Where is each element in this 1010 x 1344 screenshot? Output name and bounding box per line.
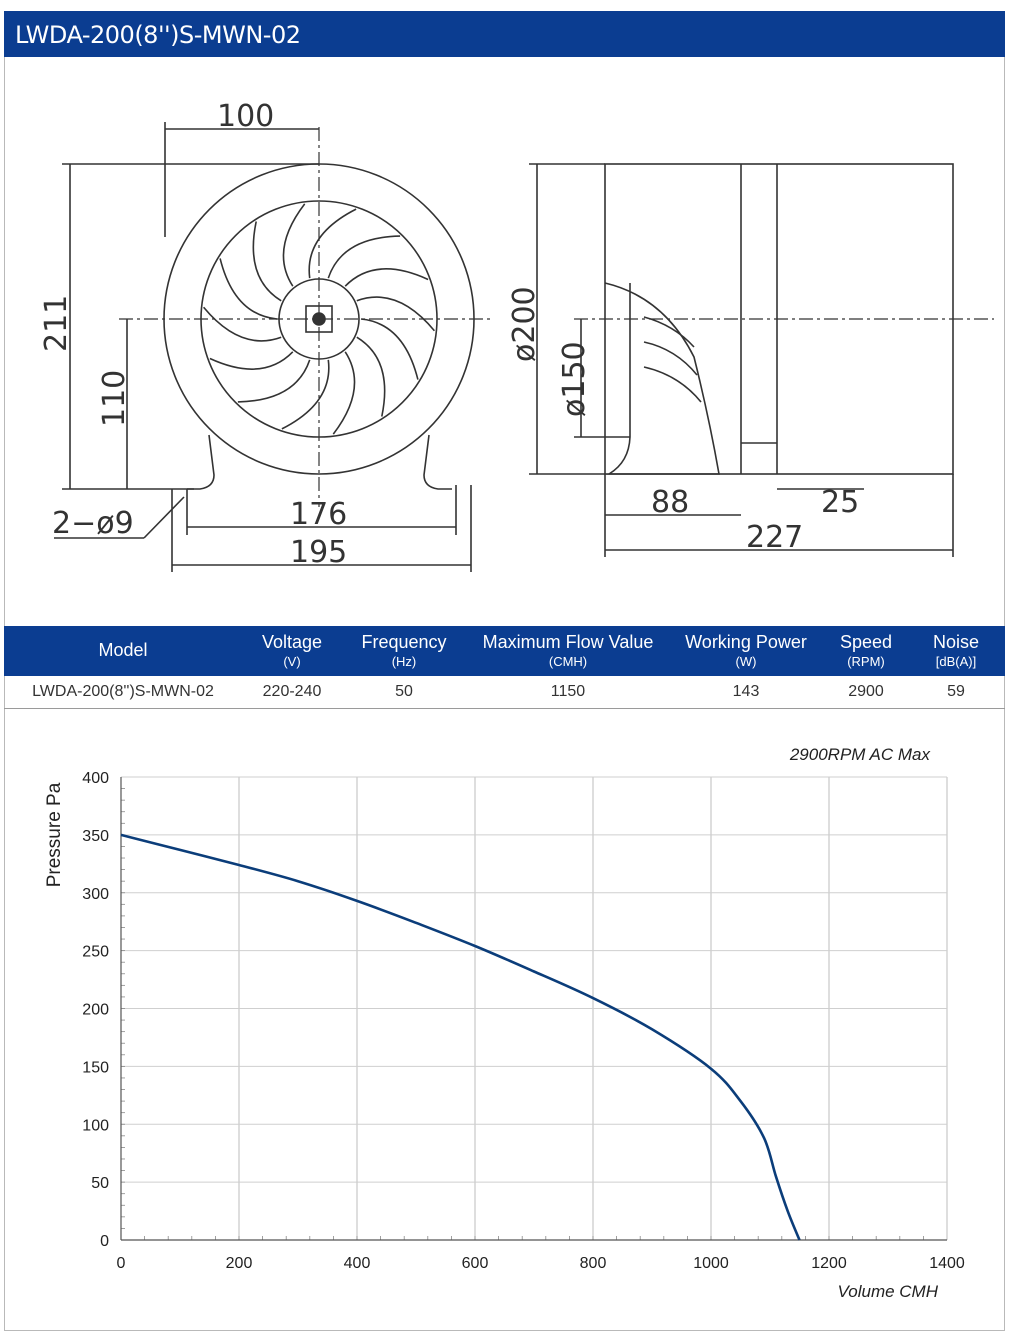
impeller-blade [344, 268, 429, 287]
x-axis-label: Volume CMH [838, 1282, 939, 1301]
impeller-blade [237, 359, 311, 403]
impeller-blade [356, 296, 436, 332]
page-title: LWDA-200(8'')S-MWN-02 [15, 21, 301, 49]
col-max-flow: Maximum Flow Value (CMH) [466, 626, 670, 676]
impeller-blade [209, 351, 294, 370]
front-foot-right [423, 434, 452, 490]
x-tick-label: 600 [462, 1255, 489, 1272]
col-label: Speed [839, 632, 893, 652]
y-tick-label: 250 [82, 944, 109, 961]
x-tick-label: 200 [226, 1255, 253, 1272]
side-housing [604, 163, 954, 475]
side-impeller [604, 282, 720, 475]
impeller-blade [252, 221, 282, 302]
dim-label-25: 25 [821, 485, 859, 520]
x-tick-label: 0 [117, 1255, 126, 1272]
col-label: Maximum Flow Value [482, 632, 654, 652]
col-label: Model [98, 640, 148, 660]
cell-noise: 59 [947, 683, 965, 700]
impeller-blade [360, 318, 419, 380]
col-noise: Noise [dB(A)] [910, 626, 1002, 676]
dim-label-195: 195 [290, 535, 347, 570]
col-unit: (CMH) [548, 654, 588, 669]
x-tick-label: 400 [344, 1255, 371, 1272]
impeller-blade [219, 258, 278, 320]
col-unit: (W) [735, 654, 757, 669]
dimension-drawing: 100 211 110 2−ø9 176 195 ø200 ø150 88 25… [39, 99, 994, 572]
dim-line [143, 496, 185, 539]
x-tick-labels: 0 200 400 600 800 1000 1200 1400 [117, 1255, 965, 1272]
dim-label-110: 110 [97, 370, 132, 427]
y-tick-label: 400 [82, 770, 109, 787]
chart-grid [121, 776, 948, 1240]
y-tick-label: 200 [82, 1002, 109, 1019]
dim-label-100: 100 [217, 99, 274, 134]
cell-frequency: 50 [395, 683, 413, 700]
cell-model: LWDA-200(8'')S-MWN-02 [32, 683, 214, 700]
y-tick-labels: 0 50 100 150 200 250 300 350 400 [82, 770, 109, 1250]
impeller-blade [282, 203, 306, 287]
spec-table: Model Voltage (V) Frequency (Hz) Maximum… [4, 626, 1005, 709]
dim-label-phi200: ø200 [507, 286, 542, 362]
y-tick-label: 350 [82, 828, 109, 845]
y-tick-label: 50 [91, 1175, 109, 1192]
spec-table-header: Model Voltage (V) Frequency (Hz) Maximum… [4, 626, 1005, 676]
chart-minor-ticks [121, 788, 924, 1240]
y-axis-label: Pressure Pa [44, 782, 65, 887]
cell-working-power: 143 [732, 683, 760, 700]
col-label: Noise [932, 632, 980, 652]
y-tick-label: 0 [100, 1233, 109, 1250]
dim-label-2-phi9: 2−ø9 [52, 506, 134, 541]
dim-label-211: 211 [39, 295, 74, 352]
impeller-blade [356, 336, 386, 417]
side-blade [643, 316, 702, 403]
performance-chart: 0 200 400 600 800 1000 1200 1400 0 50 100 150 200 25… [44, 745, 965, 1301]
y-tick-label: 300 [82, 886, 109, 903]
col-frequency: Frequency (Hz) [342, 626, 466, 676]
dim-label-88: 88 [651, 485, 689, 520]
col-speed: Speed (RPM) [822, 626, 910, 676]
x-tick-label: 1400 [929, 1255, 965, 1272]
table-row: LWDA-200(8'')S-MWN-02 220-240 50 1150 14… [4, 676, 1005, 709]
pressure-curve [120, 833, 801, 1241]
x-tick-label: 1200 [811, 1255, 847, 1272]
col-unit: (RPM) [847, 654, 885, 669]
col-unit: (V) [283, 654, 301, 669]
impeller-blades [202, 203, 436, 435]
y-tick-label: 150 [82, 1059, 109, 1076]
y-tick-label: 100 [82, 1117, 109, 1134]
col-working-power: Working Power (W) [670, 626, 822, 676]
col-unit: [dB(A)] [935, 654, 977, 669]
impeller-blade [327, 235, 401, 279]
dim-label-phi150: ø150 [557, 341, 592, 417]
dim-label-176: 176 [290, 497, 347, 532]
x-tick-label: 1000 [693, 1255, 729, 1272]
chart-title: 2900RPM AC Max [789, 745, 931, 764]
col-voltage: Voltage (V) [242, 626, 342, 676]
cell-voltage: 220-240 [262, 683, 322, 700]
impeller-blade [281, 359, 330, 430]
col-label: Frequency [361, 632, 447, 652]
col-unit: (Hz) [391, 654, 417, 669]
title-bar: LWDA-200(8'')S-MWN-02 [4, 11, 1005, 57]
impeller-blade [202, 306, 282, 342]
cell-max-flow: 1150 [550, 683, 586, 700]
col-label: Voltage [261, 632, 323, 652]
front-foot-left [187, 434, 215, 490]
x-tick-label: 800 [580, 1255, 607, 1272]
cell-speed: 2900 [848, 683, 884, 700]
impeller-blade [332, 351, 356, 435]
dim-label-227: 227 [746, 520, 803, 555]
col-label: Working Power [685, 632, 807, 652]
col-model: Model [4, 626, 242, 676]
